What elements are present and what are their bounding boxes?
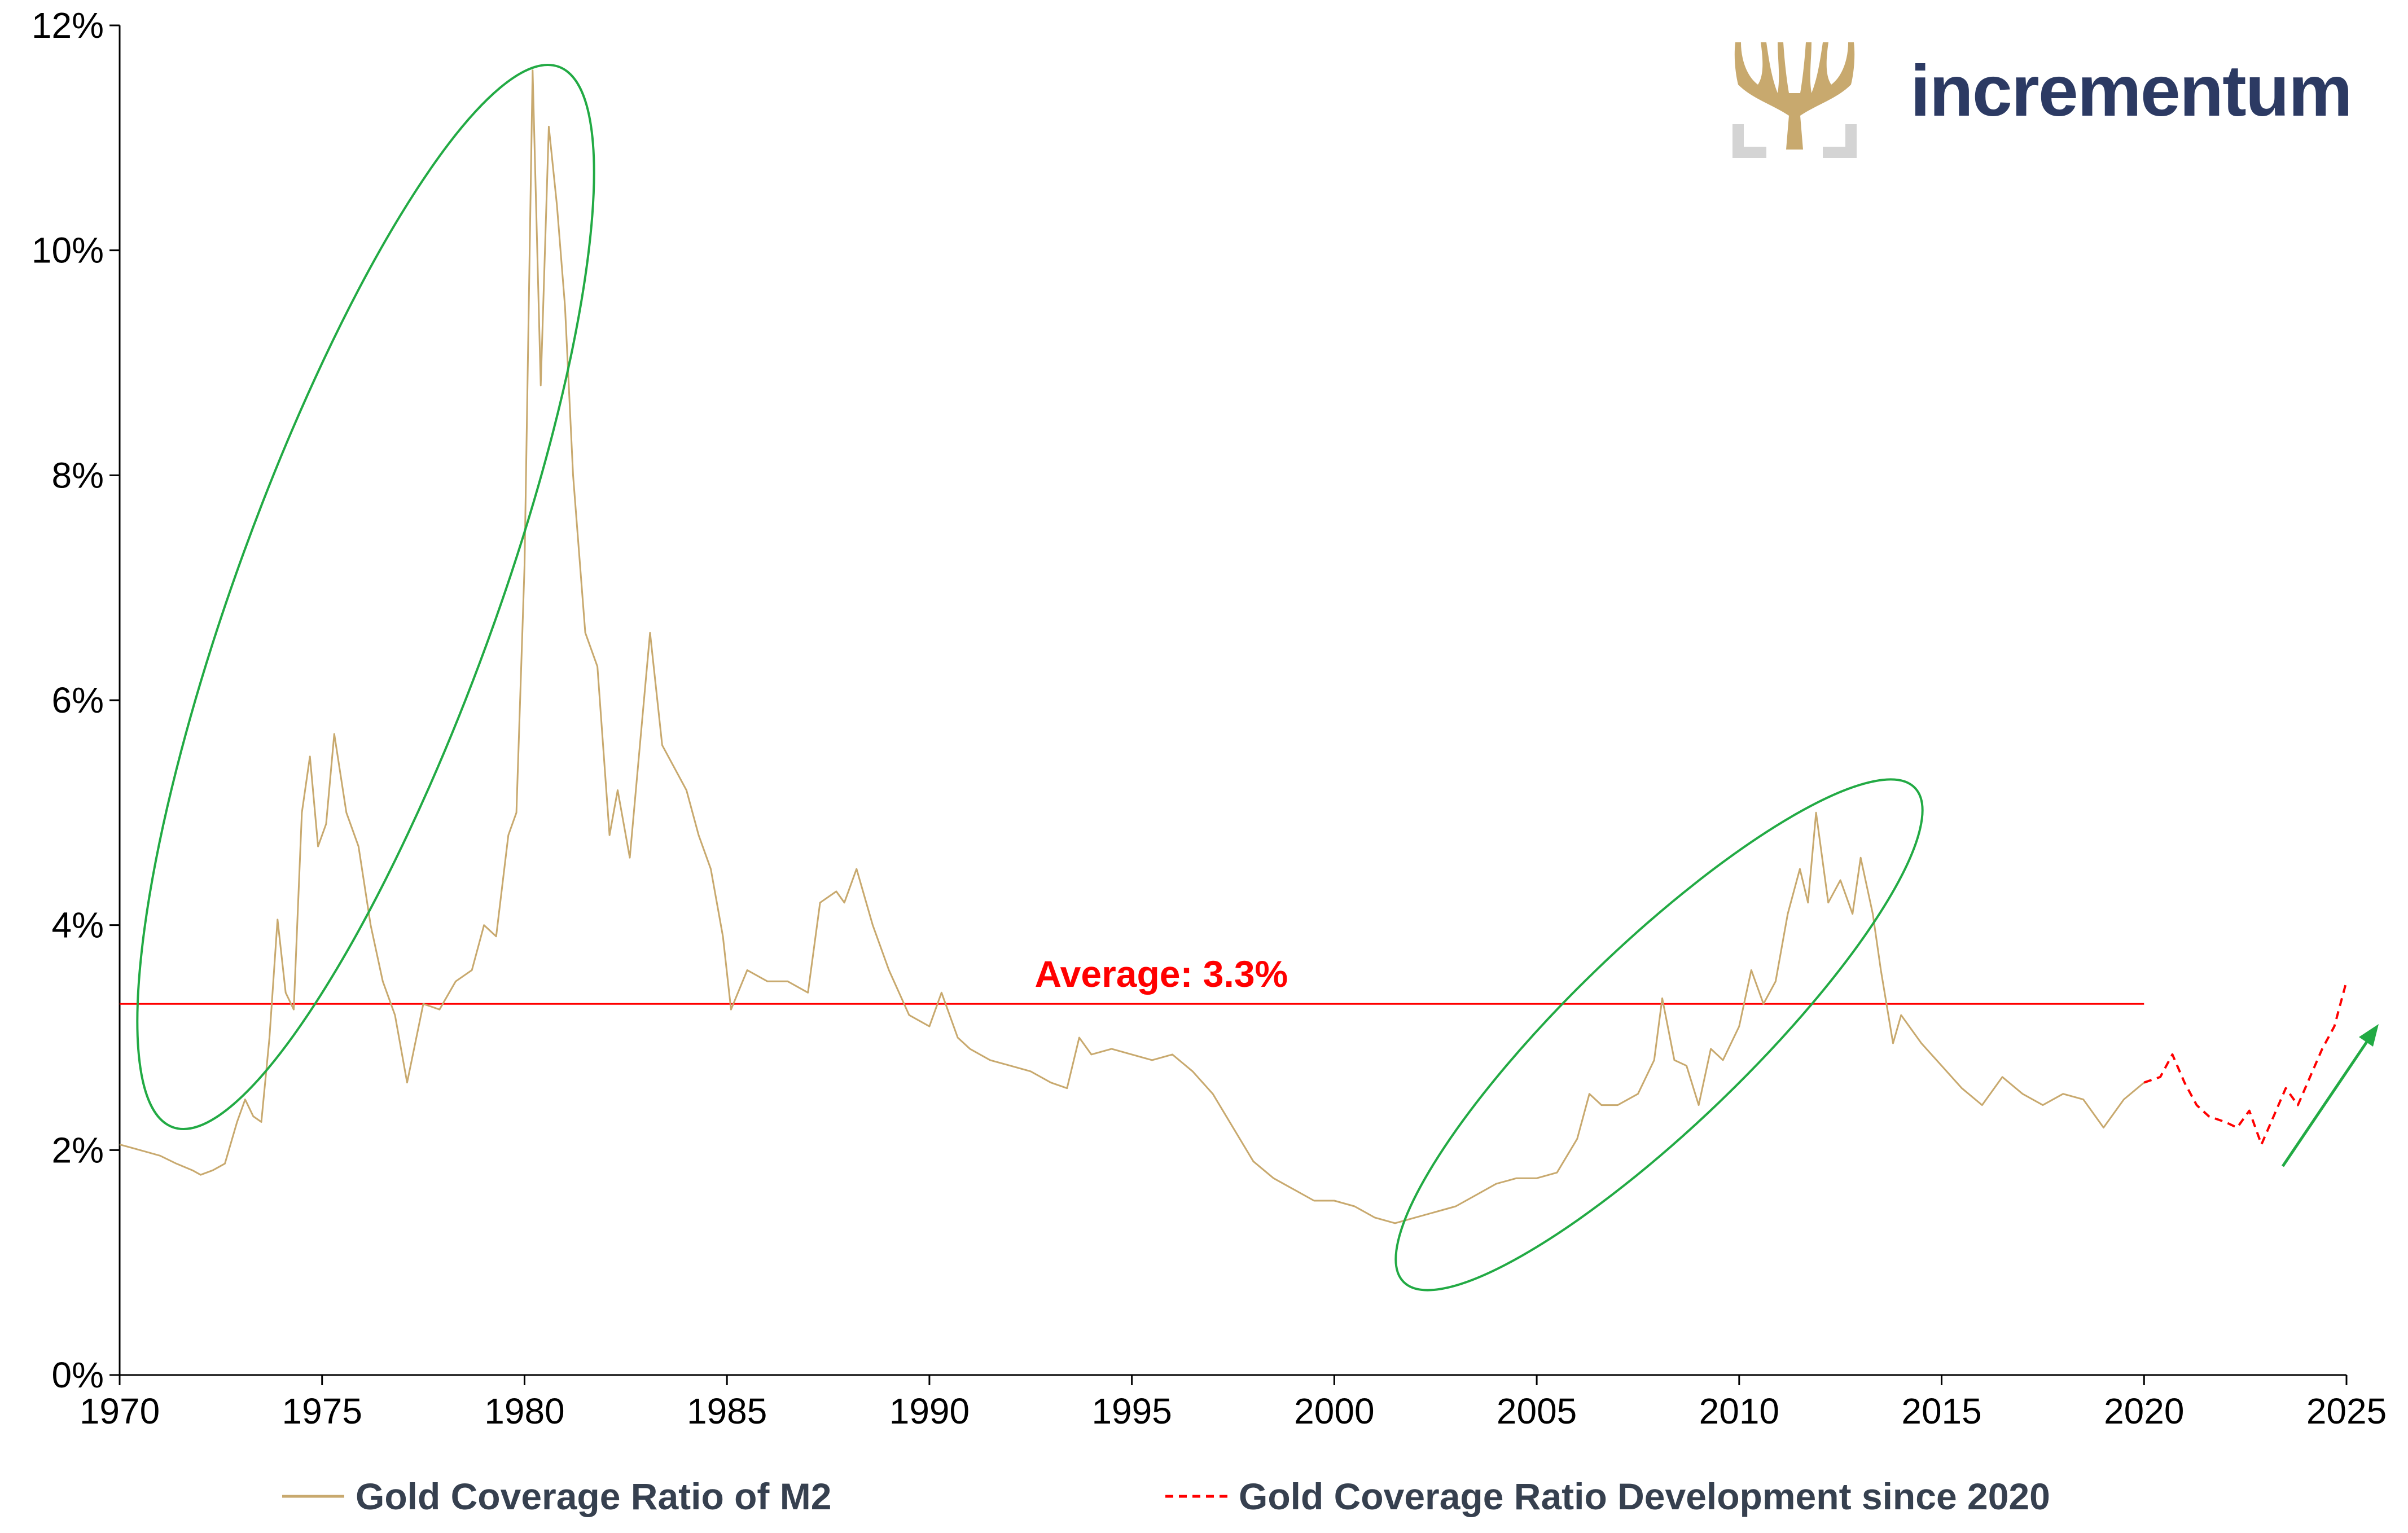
- y-tick-label: 8%: [52, 455, 104, 495]
- y-tick-label: 2%: [52, 1130, 104, 1170]
- y-tick-label: 0%: [52, 1355, 104, 1395]
- x-tick-label: 1970: [80, 1391, 160, 1431]
- x-tick-label: 2025: [2306, 1391, 2387, 1431]
- legend-label-gold: Gold Coverage Ratio of M2: [356, 1475, 831, 1517]
- y-axis-ticks: 0% 2% 4% 6% 8% 10% 12%: [32, 5, 120, 1395]
- x-tick-label: 1980: [484, 1391, 564, 1431]
- x-tick-label: 1990: [889, 1391, 970, 1431]
- x-tick-label: 2000: [1294, 1391, 1374, 1431]
- x-tick-label: 2005: [1497, 1391, 1577, 1431]
- x-tick-label: 2020: [2104, 1391, 2184, 1431]
- x-tick-label: 1995: [1091, 1391, 1172, 1431]
- series-layer: [119, 69, 2348, 1224]
- legend-label-dev: Gold Coverage Ratio Development since 20…: [1239, 1475, 2050, 1517]
- y-tick-label: 4%: [52, 905, 104, 946]
- series-line-development-since-2020: [2143, 981, 2348, 1146]
- tree-logo-icon: [1732, 42, 1857, 158]
- x-axis-ticks: 1970 1975 1980 1985 1990 1995 2000 2005 2010 2015…: [80, 1375, 2387, 1431]
- y-tick-label: 12%: [32, 5, 104, 46]
- trend-arrow: [2281, 1024, 2379, 1167]
- axes: [119, 25, 2346, 1376]
- series-line-gold-coverage: [119, 69, 2145, 1224]
- average-label: Average: 3.3%: [1034, 953, 1288, 995]
- x-tick-label: 2015: [1901, 1391, 1981, 1431]
- x-tick-label: 1975: [282, 1391, 362, 1431]
- y-tick-label: 6%: [52, 680, 104, 721]
- highlight-ellipse-1970s: [136, 64, 595, 1130]
- x-tick-label: 1985: [687, 1391, 767, 1431]
- brand-name: incrementum: [1910, 51, 2352, 131]
- x-tick-label: 2010: [1699, 1391, 1779, 1431]
- highlight-ellipse-2000s: [1394, 778, 1924, 1292]
- y-tick-label: 10%: [32, 230, 104, 271]
- legend: Gold Coverage Ratio of M2 Gold Coverage …: [282, 1475, 2050, 1517]
